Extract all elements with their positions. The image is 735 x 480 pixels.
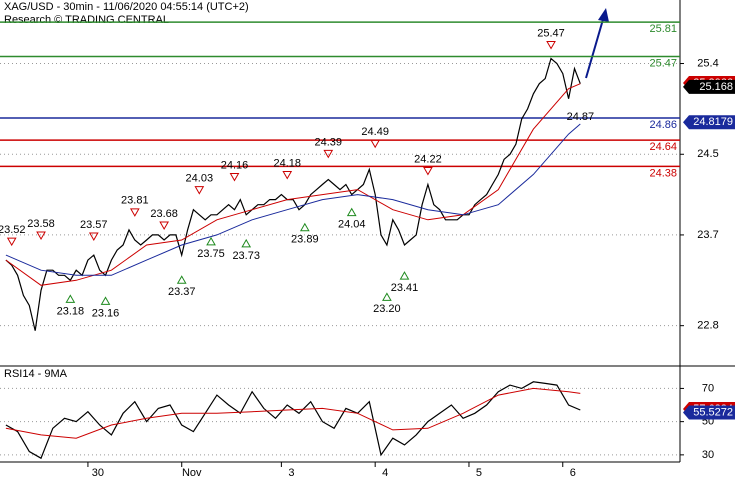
high-marker: [88, 232, 99, 242]
annotation-label: 25.47: [537, 27, 565, 39]
high-marker: [6, 237, 17, 247]
high-marker: [282, 171, 293, 180]
series-line: [5, 123, 581, 276]
low-marker: [65, 294, 76, 303]
low-marker: [299, 222, 310, 232]
high-marker: [159, 221, 169, 230]
annotation-label: 23.89: [291, 234, 319, 246]
annotation-label: 24.03: [186, 173, 214, 185]
level-label: 25.81: [649, 23, 677, 35]
annotation-label: 24.87: [567, 111, 595, 123]
series-line: [5, 387, 581, 439]
high-marker: [546, 40, 556, 50]
x-tick-label: 5: [476, 467, 482, 479]
price-box-label: 24.8179: [693, 116, 733, 128]
panel-title: RSI14 - 9MA: [4, 368, 68, 380]
x-tick-label: 3: [288, 467, 294, 479]
level-label: 24.64: [649, 141, 677, 153]
low-marker: [176, 275, 187, 284]
level-label: 25.47: [649, 57, 677, 69]
annotation-label: 23.68: [150, 208, 178, 220]
annotation-label: 23.18: [57, 305, 85, 317]
x-tick-label: 4: [382, 467, 388, 479]
y-tick-label: 25.4: [697, 57, 718, 69]
low-marker: [241, 238, 252, 248]
low-marker: [206, 236, 216, 246]
level-label: 24.86: [649, 119, 677, 131]
low-marker: [100, 296, 111, 305]
annotation-label: 23.16: [92, 307, 120, 319]
high-marker: [423, 166, 433, 176]
y-tick-label: 22.8: [697, 320, 718, 332]
price-box-label: 55.5272: [693, 406, 733, 418]
annotation-label: 24.22: [414, 153, 442, 165]
forecast-arrow: [585, 8, 609, 79]
low-marker: [399, 271, 410, 280]
series-line: [5, 57, 581, 331]
high-marker: [194, 186, 205, 195]
level-label: 24.38: [649, 167, 677, 179]
y-tick-label: 30: [702, 449, 714, 461]
low-marker: [346, 207, 357, 217]
annotation-label: 24.39: [315, 136, 343, 148]
chart-subtitle: Research © TRADING CENTRAL: [4, 14, 169, 26]
y-tick-label: 23.7: [697, 229, 718, 241]
annotation-label: 23.20: [373, 303, 401, 315]
high-marker: [370, 139, 381, 149]
high-marker: [36, 231, 46, 241]
annotation-label: 23.41: [391, 282, 419, 294]
chart-title: XAG/USD - 30min - 11/06/2020 04:55:14 (U…: [4, 1, 249, 13]
series-line: [5, 381, 581, 460]
series-line: [5, 83, 581, 286]
high-marker: [323, 149, 334, 159]
annotation-label: 23.58: [27, 218, 55, 230]
high-marker: [129, 208, 140, 217]
annotation-label: 23.75: [197, 248, 225, 260]
y-tick-label: 70: [702, 382, 714, 394]
y-tick-label: 24.5: [697, 148, 718, 160]
annotation-label: 23.52: [0, 224, 25, 236]
annotation-label: 24.04: [338, 219, 366, 231]
x-tick-label: 30: [92, 467, 104, 479]
low-marker: [382, 292, 392, 301]
price-box: [683, 79, 735, 94]
annotation-label: 23.37: [168, 286, 196, 298]
annotation-label: 24.18: [273, 157, 301, 169]
annotation-label: 23.73: [232, 250, 260, 262]
price-box-label: 25.168: [699, 81, 733, 93]
annotation-label: 24.49: [361, 126, 389, 138]
price-box: [683, 115, 735, 130]
x-tick-label: Nov: [182, 467, 202, 479]
x-tick-label: 6: [570, 467, 576, 479]
price-box: [683, 405, 735, 420]
high-marker: [229, 173, 240, 182]
annotation-label: 23.57: [80, 219, 108, 231]
annotation-label: 24.16: [221, 159, 249, 171]
annotation-label: 23.81: [121, 195, 149, 207]
